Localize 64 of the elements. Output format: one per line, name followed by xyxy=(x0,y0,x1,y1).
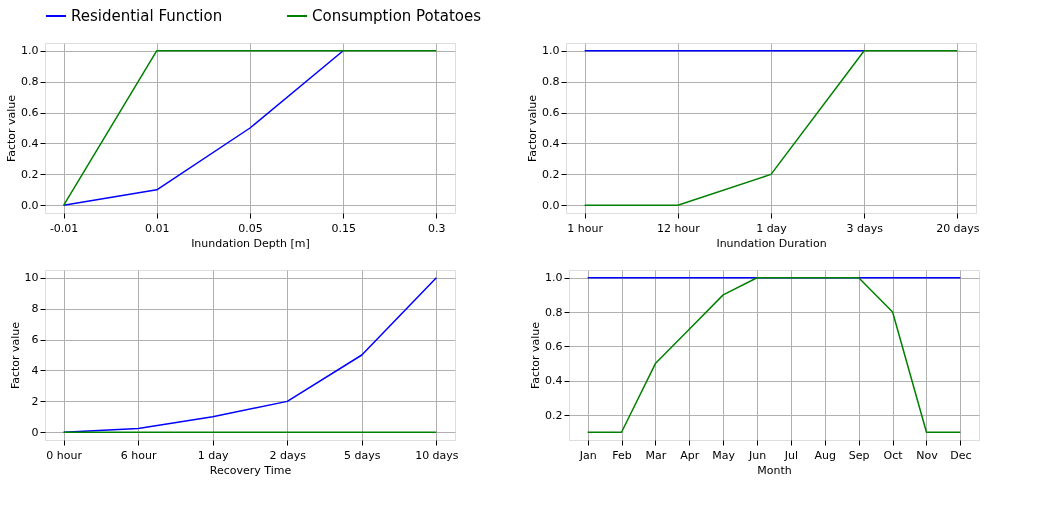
x-tick-label: 10 days xyxy=(415,448,459,462)
x-tick-label: Feb xyxy=(612,448,632,462)
x-axis-title: Recovery Time xyxy=(209,463,292,477)
x-tick-label: 1 day xyxy=(756,221,788,235)
x-tick-label: 0.01 xyxy=(145,221,170,235)
legend-label: Consumption Potatoes xyxy=(312,7,482,25)
y-tick-label: 2 xyxy=(31,394,39,408)
y-tick-label: 4 xyxy=(31,363,39,377)
x-axis-title: Month xyxy=(757,463,792,477)
y-tick-label: 0.0 xyxy=(21,198,39,212)
x-tick-label: May xyxy=(712,448,736,462)
y-tick-label: 0.4 xyxy=(21,136,39,150)
y-tick-label: 0.2 xyxy=(545,408,563,422)
x-tick-label: Mar xyxy=(645,448,667,462)
x-tick-label: 2 days xyxy=(269,448,307,462)
x-tick-label: 0.15 xyxy=(331,221,356,235)
x-tick-label: 1 hour xyxy=(567,221,604,235)
x-tick-label: Apr xyxy=(680,448,700,462)
y-tick-label: 0.6 xyxy=(21,106,39,120)
y-tick-label: 0.8 xyxy=(542,75,560,89)
x-tick-label: Jul xyxy=(783,448,799,462)
x-tick-label: Oct xyxy=(883,448,904,462)
y-tick-label: 1.0 xyxy=(542,44,560,58)
y-tick-label: 10 xyxy=(24,271,39,285)
x-tick-label: 12 hour xyxy=(656,221,701,235)
legend-label: Residential Function xyxy=(71,7,223,25)
line-series xyxy=(586,276,962,434)
y-axis-title: Factor value xyxy=(8,321,22,390)
x-tick-label: 3 days xyxy=(846,221,884,235)
x-tick-label: Jun xyxy=(747,448,767,462)
y-tick-label: 0 xyxy=(31,425,39,439)
y-tick-label: 0.8 xyxy=(21,75,39,89)
x-tick-label: Nov xyxy=(916,448,939,462)
x-tick-label: Sep xyxy=(848,448,870,462)
x-tick-label: 20 days xyxy=(936,221,980,235)
x-tick-label: 0.3 xyxy=(428,221,446,235)
x-tick-label: Jan xyxy=(578,448,597,462)
x-tick-label: 0 hour xyxy=(46,448,83,462)
y-tick-label: 0.2 xyxy=(21,167,39,181)
y-tick-label: 0.4 xyxy=(545,374,563,388)
y-tick-label: 0.8 xyxy=(545,305,563,319)
x-tick-label: 5 days xyxy=(344,448,381,462)
line-series xyxy=(62,49,344,207)
y-tick-label: 6 xyxy=(31,333,39,347)
y-axis-title: Factor value xyxy=(526,94,540,163)
x-axis-title: Inundation Duration xyxy=(716,236,827,250)
line-series xyxy=(62,276,438,434)
x-tick-label: 0.05 xyxy=(238,221,263,235)
x-tick-label: -0.01 xyxy=(49,221,79,235)
y-axis-title: Factor value xyxy=(5,94,19,163)
y-tick-label: 0.2 xyxy=(542,167,560,181)
y-tick-label: 0.6 xyxy=(542,106,560,120)
y-tick-label: 0.6 xyxy=(545,339,563,353)
x-axis-title: Inundation Depth [m] xyxy=(191,236,310,250)
x-tick-label: Dec xyxy=(950,448,972,462)
x-tick-label: 6 hour xyxy=(120,448,157,462)
y-tick-label: 1.0 xyxy=(545,271,563,285)
y-tick-label: 0.0 xyxy=(542,198,560,212)
y-tick-label: 1.0 xyxy=(21,44,39,58)
y-tick-label: 8 xyxy=(31,302,39,316)
x-tick-label: Aug xyxy=(814,448,837,462)
y-tick-label: 0.4 xyxy=(542,136,560,150)
x-tick-label: 1 day xyxy=(197,448,230,462)
y-axis-title: Factor value xyxy=(529,321,543,390)
